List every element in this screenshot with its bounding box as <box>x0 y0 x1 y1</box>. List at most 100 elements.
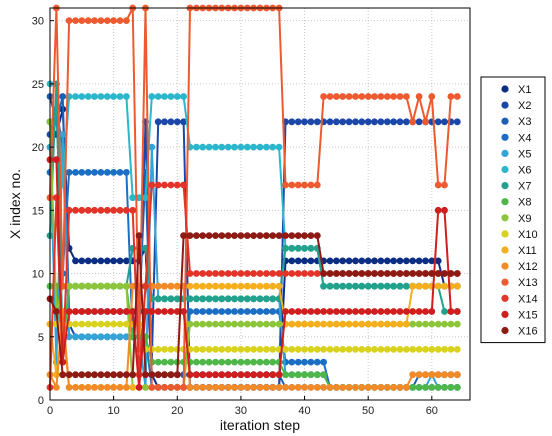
data-point <box>288 257 296 265</box>
legend-label: X13 <box>518 277 538 289</box>
data-point <box>313 384 321 391</box>
data-point <box>447 308 455 315</box>
data-point <box>78 17 86 24</box>
data-point <box>364 346 372 353</box>
data-point <box>212 270 219 277</box>
legend-label: X7 <box>518 181 531 193</box>
data-point <box>135 384 143 391</box>
data-point <box>167 282 175 290</box>
data-point <box>53 308 60 315</box>
data-point <box>224 270 232 277</box>
data-point <box>320 384 327 391</box>
data-point <box>288 371 296 379</box>
data-point <box>59 93 67 100</box>
data-point <box>371 320 378 328</box>
data-point <box>294 181 302 189</box>
data-point <box>110 371 117 379</box>
data-point <box>148 181 156 189</box>
data-point <box>403 270 410 277</box>
data-point <box>307 257 315 265</box>
data-point <box>199 282 207 290</box>
data-point <box>199 143 207 151</box>
legend-marker <box>501 326 509 335</box>
data-point <box>243 346 251 353</box>
data-point <box>199 308 207 315</box>
data-point <box>218 270 226 277</box>
data-point <box>237 320 245 328</box>
data-point <box>447 270 455 277</box>
data-point <box>123 169 130 176</box>
data-point <box>224 282 232 290</box>
data-point <box>269 371 277 379</box>
data-point <box>345 384 353 391</box>
legend-label: X4 <box>518 132 531 144</box>
data-point <box>53 384 60 391</box>
data-point <box>307 244 315 252</box>
data-point <box>231 358 238 366</box>
data-point <box>390 308 397 315</box>
data-point <box>307 384 315 391</box>
data-point <box>275 282 283 290</box>
data-point <box>231 295 238 303</box>
data-point <box>250 358 257 366</box>
data-point <box>161 358 168 366</box>
data-point <box>110 333 117 341</box>
data-point <box>142 282 149 290</box>
data-point <box>237 295 245 303</box>
data-point <box>91 169 98 176</box>
data-point <box>352 257 359 265</box>
data-point <box>148 93 156 100</box>
data-point <box>250 295 257 303</box>
data-point <box>72 282 79 290</box>
data-point <box>193 282 200 290</box>
data-point <box>358 93 366 100</box>
data-point <box>409 270 417 277</box>
data-point <box>301 371 308 379</box>
data-point <box>352 384 359 391</box>
data-point <box>326 257 334 265</box>
data-point <box>212 358 219 366</box>
data-point <box>237 346 245 353</box>
legend-marker <box>501 214 509 222</box>
data-point <box>154 93 162 100</box>
data-point <box>415 93 423 100</box>
data-point <box>91 206 98 214</box>
data-point <box>167 371 175 379</box>
data-point <box>383 257 391 265</box>
data-point <box>441 118 448 126</box>
data-point <box>301 358 308 366</box>
data-point <box>339 270 347 277</box>
data-point <box>199 295 207 303</box>
data-point <box>434 206 442 214</box>
data-point <box>123 320 130 328</box>
data-point <box>313 181 321 189</box>
data-point <box>250 270 257 277</box>
data-point <box>237 384 245 391</box>
data-point <box>263 143 270 151</box>
data-point <box>237 358 245 366</box>
data-point <box>269 384 277 391</box>
legend-marker <box>501 182 509 190</box>
data-point <box>97 384 105 391</box>
data-point <box>301 384 308 391</box>
data-point <box>307 270 315 277</box>
data-point <box>269 346 277 353</box>
data-point <box>116 333 124 341</box>
data-point <box>154 118 162 126</box>
plot-area-frame <box>49 7 471 401</box>
data-point <box>72 17 79 24</box>
data-point <box>116 17 124 24</box>
data-point <box>97 282 105 290</box>
data-point <box>294 371 302 379</box>
legend-label: X6 <box>518 165 531 177</box>
legend-marker <box>501 198 509 206</box>
data-point <box>263 295 270 303</box>
data-point <box>65 384 73 391</box>
data-point <box>72 93 79 100</box>
data-point <box>123 371 130 379</box>
data-point <box>313 308 321 315</box>
data-point <box>199 270 207 277</box>
data-point <box>161 282 168 290</box>
legend-label: X9 <box>518 213 531 225</box>
legend-item: X12 <box>501 261 538 273</box>
